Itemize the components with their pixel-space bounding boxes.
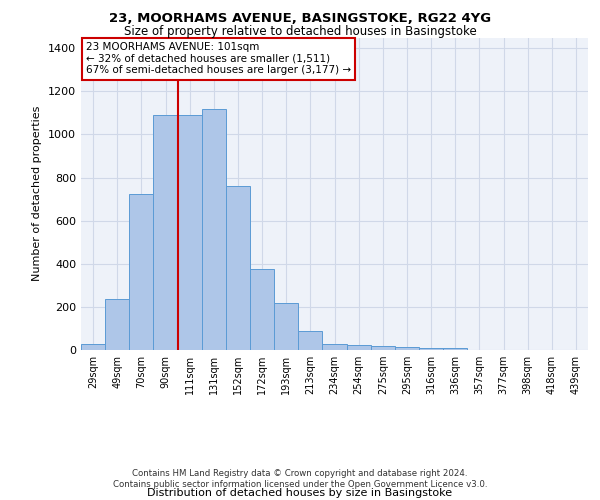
Bar	[419, 348, 443, 350]
Bar	[395, 347, 419, 350]
Text: Contains HM Land Registry data © Crown copyright and database right 2024.: Contains HM Land Registry data © Crown c…	[132, 468, 468, 477]
Text: 23, MOORHAMS AVENUE, BASINGSTOKE, RG22 4YG: 23, MOORHAMS AVENUE, BASINGSTOKE, RG22 4…	[109, 12, 491, 26]
Bar	[298, 330, 322, 350]
Bar	[371, 346, 395, 350]
Bar	[105, 300, 129, 350]
Text: Size of property relative to detached houses in Basingstoke: Size of property relative to detached ho…	[124, 25, 476, 38]
Bar	[81, 344, 105, 350]
Text: Contains public sector information licensed under the Open Government Licence v3: Contains public sector information licen…	[113, 480, 487, 489]
Bar	[129, 194, 154, 350]
Bar	[274, 302, 298, 350]
Bar	[178, 115, 202, 350]
Bar	[250, 268, 274, 350]
Bar	[347, 344, 371, 350]
Bar	[154, 115, 178, 350]
Y-axis label: Number of detached properties: Number of detached properties	[32, 106, 43, 282]
Text: 23 MOORHAMS AVENUE: 101sqm
← 32% of detached houses are smaller (1,511)
67% of s: 23 MOORHAMS AVENUE: 101sqm ← 32% of deta…	[86, 42, 351, 76]
Bar	[202, 108, 226, 350]
Text: Distribution of detached houses by size in Basingstoke: Distribution of detached houses by size …	[148, 488, 452, 498]
Bar	[226, 186, 250, 350]
Bar	[322, 344, 347, 350]
Bar	[443, 348, 467, 350]
